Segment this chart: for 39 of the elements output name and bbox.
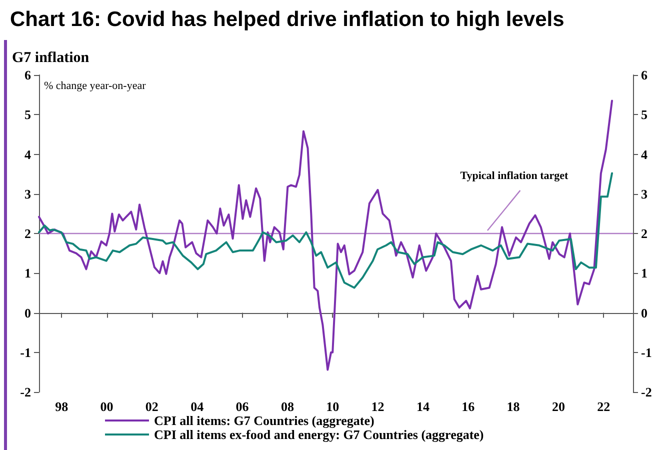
y2-tick-label: -1: [641, 344, 652, 360]
x-tick-label: 10: [326, 399, 340, 414]
y-tick-label: 2: [24, 226, 31, 241]
y2-tick-label: 3: [641, 186, 648, 202]
y2-tick-label: 1: [641, 266, 648, 281]
y2-tick-label: 5: [641, 107, 648, 122]
y-axis-title: % change year-on-year: [44, 80, 146, 92]
x-tick-label: 08: [280, 399, 294, 414]
x-tick-label: 16: [462, 399, 476, 414]
y-tick-label: 1: [24, 266, 31, 281]
y2-tick-label: 6: [641, 68, 648, 82]
x-tick-label: 22: [597, 399, 610, 414]
x-tick-label: 98: [55, 399, 69, 414]
legend-label: CPI all items: G7 Countries (aggregate): [154, 413, 374, 428]
y-tick-label: -2: [20, 384, 31, 400]
y2-tick-label: 4: [641, 146, 648, 162]
y-tick-label: 4: [24, 146, 32, 162]
y2-tick-label: 2: [641, 226, 648, 241]
y-tick-label: 6: [24, 68, 32, 82]
y-tick-label: 3: [24, 186, 32, 202]
y2-tick-label: 0: [641, 305, 648, 320]
y2-tick-label: -2: [641, 384, 652, 400]
x-tick-label: 04: [190, 399, 204, 414]
ref-line-label: Typical inflation target: [460, 170, 568, 182]
x-tick-label: 12: [371, 399, 384, 414]
y-tick-label: 0: [24, 305, 31, 320]
x-tick-label: 06: [236, 399, 250, 414]
y-tick-label: 5: [24, 107, 32, 122]
line-series: [38, 100, 613, 371]
chart-subtitle: G7 inflation: [12, 50, 90, 67]
chart-title: Chart 16: Covid has helped drive inflation to high levels: [10, 8, 564, 32]
x-tick-label: 18: [506, 399, 520, 414]
x-tick-label: 00: [100, 399, 114, 414]
line-series: [38, 172, 613, 289]
legend-label: CPI all items ex-food and energy: G7 Countries (aggregate): [154, 427, 484, 442]
x-tick-label: 14: [416, 399, 430, 414]
y-tick-label: -1: [20, 344, 31, 360]
x-tick-label: 02: [145, 399, 158, 414]
x-tick-label: 20: [552, 399, 565, 414]
